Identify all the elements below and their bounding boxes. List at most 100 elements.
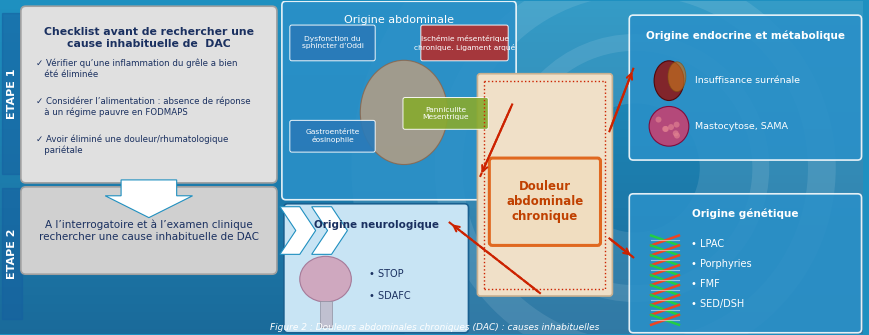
Bar — [2, 188, 22, 319]
Bar — [0, 197, 863, 201]
Bar — [0, 155, 863, 159]
Bar — [0, 76, 863, 80]
Bar — [0, 151, 863, 155]
Text: ETAPE 2: ETAPE 2 — [7, 228, 17, 279]
Circle shape — [673, 130, 679, 136]
Bar — [0, 114, 863, 118]
Bar — [0, 118, 863, 122]
Bar — [0, 267, 863, 271]
Text: • LPAC: • LPAC — [691, 240, 724, 250]
Circle shape — [668, 124, 674, 130]
FancyBboxPatch shape — [21, 187, 277, 274]
Bar — [0, 201, 863, 205]
Bar — [0, 84, 863, 88]
Bar — [0, 35, 863, 39]
Bar — [0, 159, 863, 163]
FancyBboxPatch shape — [629, 15, 861, 160]
Text: Origine génétique: Origine génétique — [693, 209, 799, 219]
Bar — [0, 72, 863, 76]
Bar — [0, 330, 863, 334]
Polygon shape — [105, 180, 193, 218]
Bar — [0, 242, 863, 247]
Text: Panniculite
Mesentrique: Panniculite Mesentrique — [422, 107, 469, 120]
Bar — [0, 14, 863, 18]
Bar — [0, 296, 863, 300]
Circle shape — [674, 133, 680, 139]
Text: Origine neurologique: Origine neurologique — [314, 220, 439, 229]
FancyBboxPatch shape — [629, 194, 861, 333]
Bar — [0, 18, 863, 22]
Bar — [0, 276, 863, 280]
Circle shape — [673, 122, 680, 128]
Bar — [0, 39, 863, 43]
Bar — [0, 68, 863, 72]
Bar — [0, 30, 863, 35]
Bar — [0, 188, 863, 192]
Text: Checklist avant de rechercher une
cause inhabituelle de  DAC: Checklist avant de rechercher une cause … — [43, 27, 254, 49]
Bar — [0, 234, 863, 238]
Bar — [0, 47, 863, 51]
Text: • SED/DSH: • SED/DSH — [691, 299, 744, 309]
Bar — [0, 213, 863, 217]
Bar — [0, 180, 863, 184]
Bar — [0, 292, 863, 296]
Text: Douleur
abdominale
chronique: Douleur abdominale chronique — [507, 180, 584, 223]
Text: ETAPE 1: ETAPE 1 — [7, 68, 17, 119]
Bar — [0, 105, 863, 109]
Bar — [0, 205, 863, 209]
Bar — [0, 55, 863, 59]
Bar — [0, 64, 863, 68]
Bar — [0, 138, 863, 143]
Bar — [0, 130, 863, 134]
Text: • Porphyries: • Porphyries — [691, 259, 752, 269]
FancyBboxPatch shape — [284, 204, 468, 333]
Ellipse shape — [654, 61, 684, 100]
Bar — [0, 247, 863, 251]
Polygon shape — [312, 207, 348, 254]
Bar — [0, 238, 863, 242]
Text: • FMF: • FMF — [691, 279, 720, 289]
Bar — [0, 251, 863, 255]
Bar — [0, 313, 863, 317]
Bar — [0, 134, 863, 138]
FancyBboxPatch shape — [21, 6, 277, 183]
Bar — [0, 305, 863, 309]
Bar — [0, 122, 863, 126]
Bar — [0, 168, 863, 172]
FancyBboxPatch shape — [477, 74, 613, 296]
Text: Mastocytose, SAMA: Mastocytose, SAMA — [695, 122, 788, 131]
FancyBboxPatch shape — [290, 25, 375, 61]
Text: Insuffisance surrénale: Insuffisance surrénale — [695, 76, 799, 85]
Ellipse shape — [300, 256, 351, 302]
Bar — [2, 13, 22, 174]
Bar — [0, 97, 863, 101]
Polygon shape — [280, 207, 315, 254]
FancyBboxPatch shape — [282, 1, 516, 200]
Bar — [0, 176, 863, 180]
Bar — [0, 230, 863, 234]
FancyBboxPatch shape — [421, 25, 508, 61]
Bar — [0, 280, 863, 284]
Text: Dysfonction du
sphincter d’Oddi: Dysfonction du sphincter d’Oddi — [302, 37, 363, 50]
FancyBboxPatch shape — [403, 97, 488, 129]
Bar — [0, 51, 863, 55]
Bar — [0, 93, 863, 97]
Bar — [0, 26, 863, 30]
Bar — [0, 109, 863, 114]
Bar — [0, 284, 863, 288]
Text: Origine abdominale: Origine abdominale — [344, 15, 454, 25]
Circle shape — [662, 126, 668, 132]
Bar — [0, 217, 863, 221]
Bar — [0, 88, 863, 93]
Text: Gastroentérite
éosinophile: Gastroentérite éosinophile — [305, 129, 360, 143]
Bar — [0, 321, 863, 325]
Text: ✓ Vérifier qu’une inflammation du grêle a bien
   été éliminée: ✓ Vérifier qu’une inflammation du grêle … — [36, 59, 237, 79]
Bar — [0, 147, 863, 151]
Bar — [0, 163, 863, 168]
Text: Origine endocrine et métabolique: Origine endocrine et métabolique — [646, 30, 845, 41]
Bar — [0, 172, 863, 176]
Bar — [0, 59, 863, 64]
Text: ✓ Considérer l’alimentation : absence de réponse
   à un régime pauvre en FODMAP: ✓ Considérer l’alimentation : absence de… — [36, 96, 250, 117]
Bar — [0, 1, 863, 5]
Circle shape — [655, 117, 661, 123]
